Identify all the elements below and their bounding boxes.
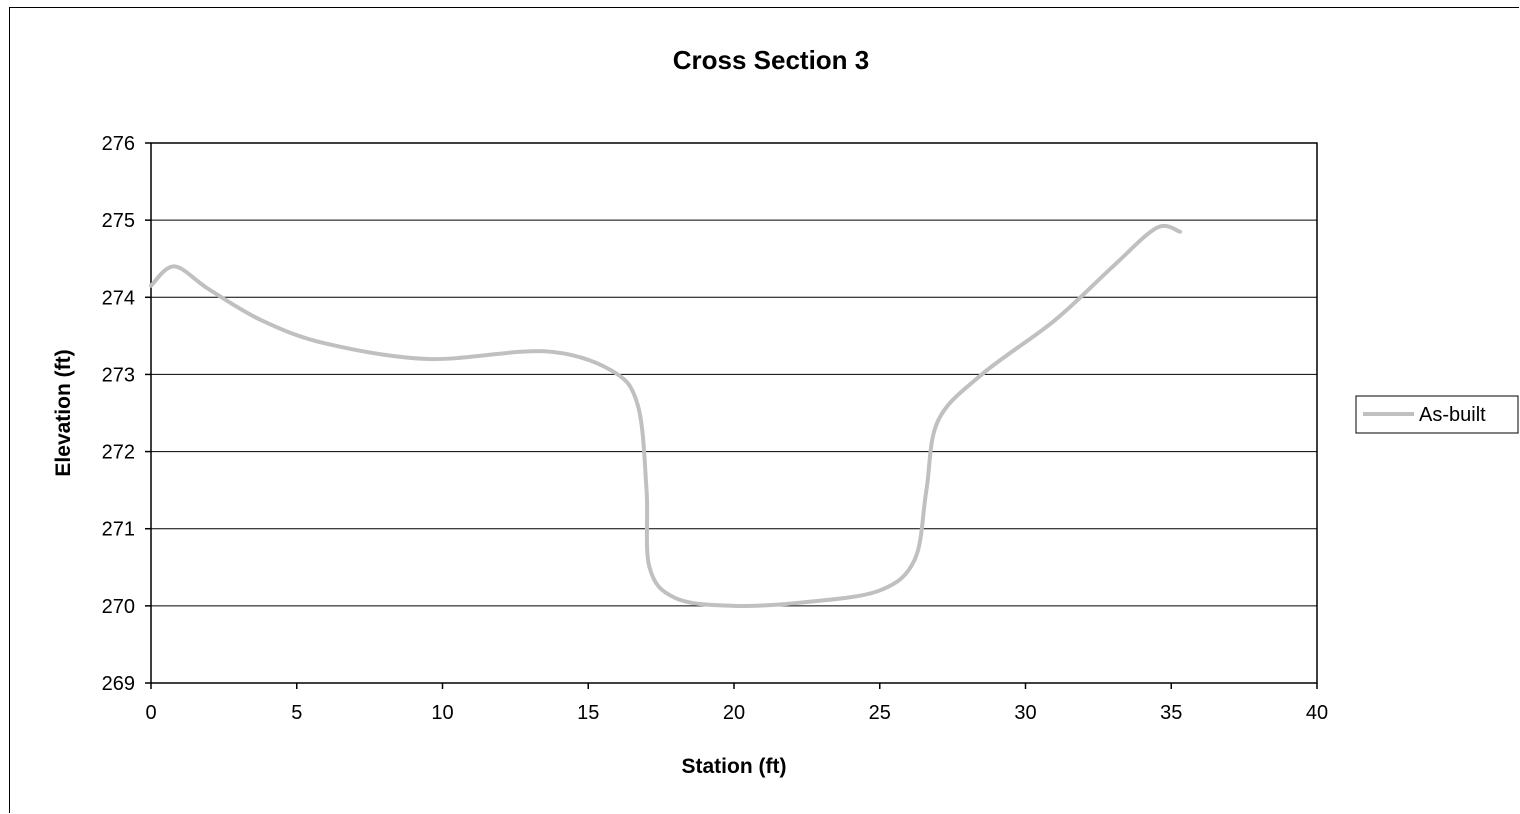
chart-border xyxy=(9,7,1519,813)
y-tick-label: 276 xyxy=(102,133,135,155)
x-tick-label: 10 xyxy=(431,702,453,724)
x-tick-label: 40 xyxy=(1306,702,1328,724)
legend-label: As-built xyxy=(1419,404,1486,426)
y-tick-label: 269 xyxy=(102,673,135,695)
y-tick-label: 270 xyxy=(102,596,135,618)
series-line-as-built xyxy=(149,223,1182,608)
y-tick-label: 274 xyxy=(102,287,135,309)
x-tick-label: 20 xyxy=(723,702,745,724)
y-axis-title: Elevation (ft) xyxy=(52,349,75,476)
x-tick-label: 5 xyxy=(291,702,302,724)
x-axis: 0 5 10 15 20 25 30 35 40 xyxy=(145,683,1328,724)
y-tick-label: 273 xyxy=(102,364,135,386)
x-tick-label: 0 xyxy=(145,702,156,724)
x-tick-label: 15 xyxy=(577,702,599,724)
y-tick-label: 272 xyxy=(102,442,135,464)
x-tick-label: 35 xyxy=(1160,702,1182,724)
y-tick-label: 271 xyxy=(102,519,135,541)
x-tick-label: 30 xyxy=(1014,702,1036,724)
x-tick-label: 25 xyxy=(869,702,891,724)
gridlines xyxy=(151,219,1317,607)
y-tick-label: 275 xyxy=(102,210,135,232)
series-layer xyxy=(149,223,1182,608)
plot-area xyxy=(151,143,1317,683)
chart-title: Cross Section 3 xyxy=(673,45,870,75)
y-axis: 269 270 271 272 273 274 275 276 xyxy=(102,133,151,695)
legend: As-built xyxy=(1355,395,1519,434)
x-axis-title: Station (ft) xyxy=(682,755,787,778)
